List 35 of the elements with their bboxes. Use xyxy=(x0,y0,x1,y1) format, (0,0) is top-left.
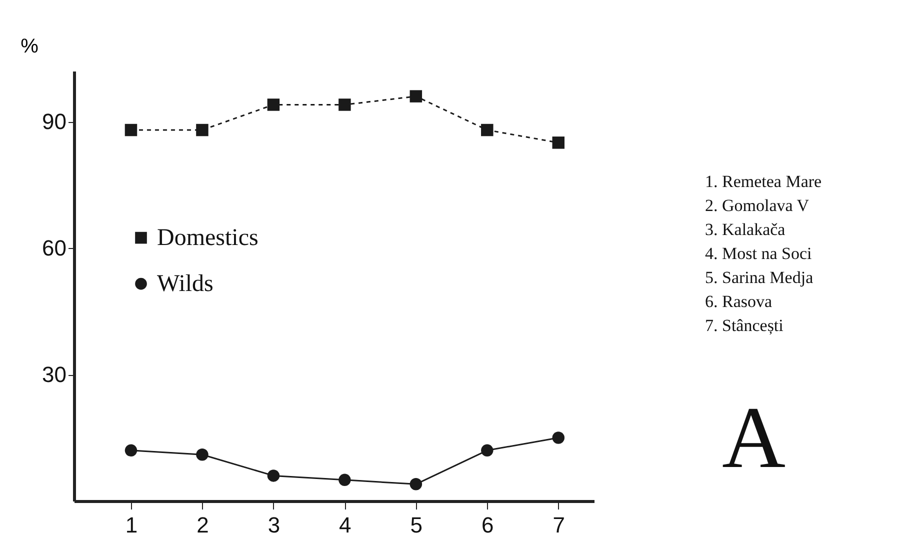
point xyxy=(481,444,494,457)
text: 6. Rasova xyxy=(705,291,774,313)
point xyxy=(552,136,565,149)
point xyxy=(410,478,422,490)
point xyxy=(410,90,422,102)
point xyxy=(124,444,138,457)
text: 4. Most na Soci xyxy=(705,243,813,265)
legend-label: Wilds xyxy=(157,270,214,297)
x-tick-label: 3 xyxy=(268,512,280,538)
y-tick-label: 60 xyxy=(42,236,66,261)
x-tick-label: 1 xyxy=(125,512,138,538)
text: 2. Gomolava V xyxy=(705,195,810,217)
point xyxy=(196,124,208,136)
point xyxy=(267,470,280,482)
text: 7. Stâncești xyxy=(705,315,784,337)
legend-label: Domestics xyxy=(157,224,258,251)
text: 5. Sarina Medja xyxy=(705,267,814,289)
y-tick-label: 30 xyxy=(42,362,66,388)
x-tick-label: 4 xyxy=(339,512,352,538)
y-tick-label: 90 xyxy=(42,109,66,134)
y-axis-title: % xyxy=(20,36,39,58)
text: 1. Remetea Mare xyxy=(705,171,822,193)
x-tick-label: 6 xyxy=(482,512,494,538)
point xyxy=(196,448,208,461)
x-tick-label: 7 xyxy=(552,512,566,538)
x-tick-label: 2 xyxy=(196,512,209,538)
x-tick-label: 5 xyxy=(410,512,423,538)
point xyxy=(124,124,138,136)
point xyxy=(338,98,351,111)
point xyxy=(552,432,565,444)
point xyxy=(481,124,494,136)
text: A xyxy=(722,390,786,487)
point xyxy=(338,474,351,486)
text: 3. Kalakača xyxy=(705,219,786,241)
point xyxy=(267,98,280,111)
